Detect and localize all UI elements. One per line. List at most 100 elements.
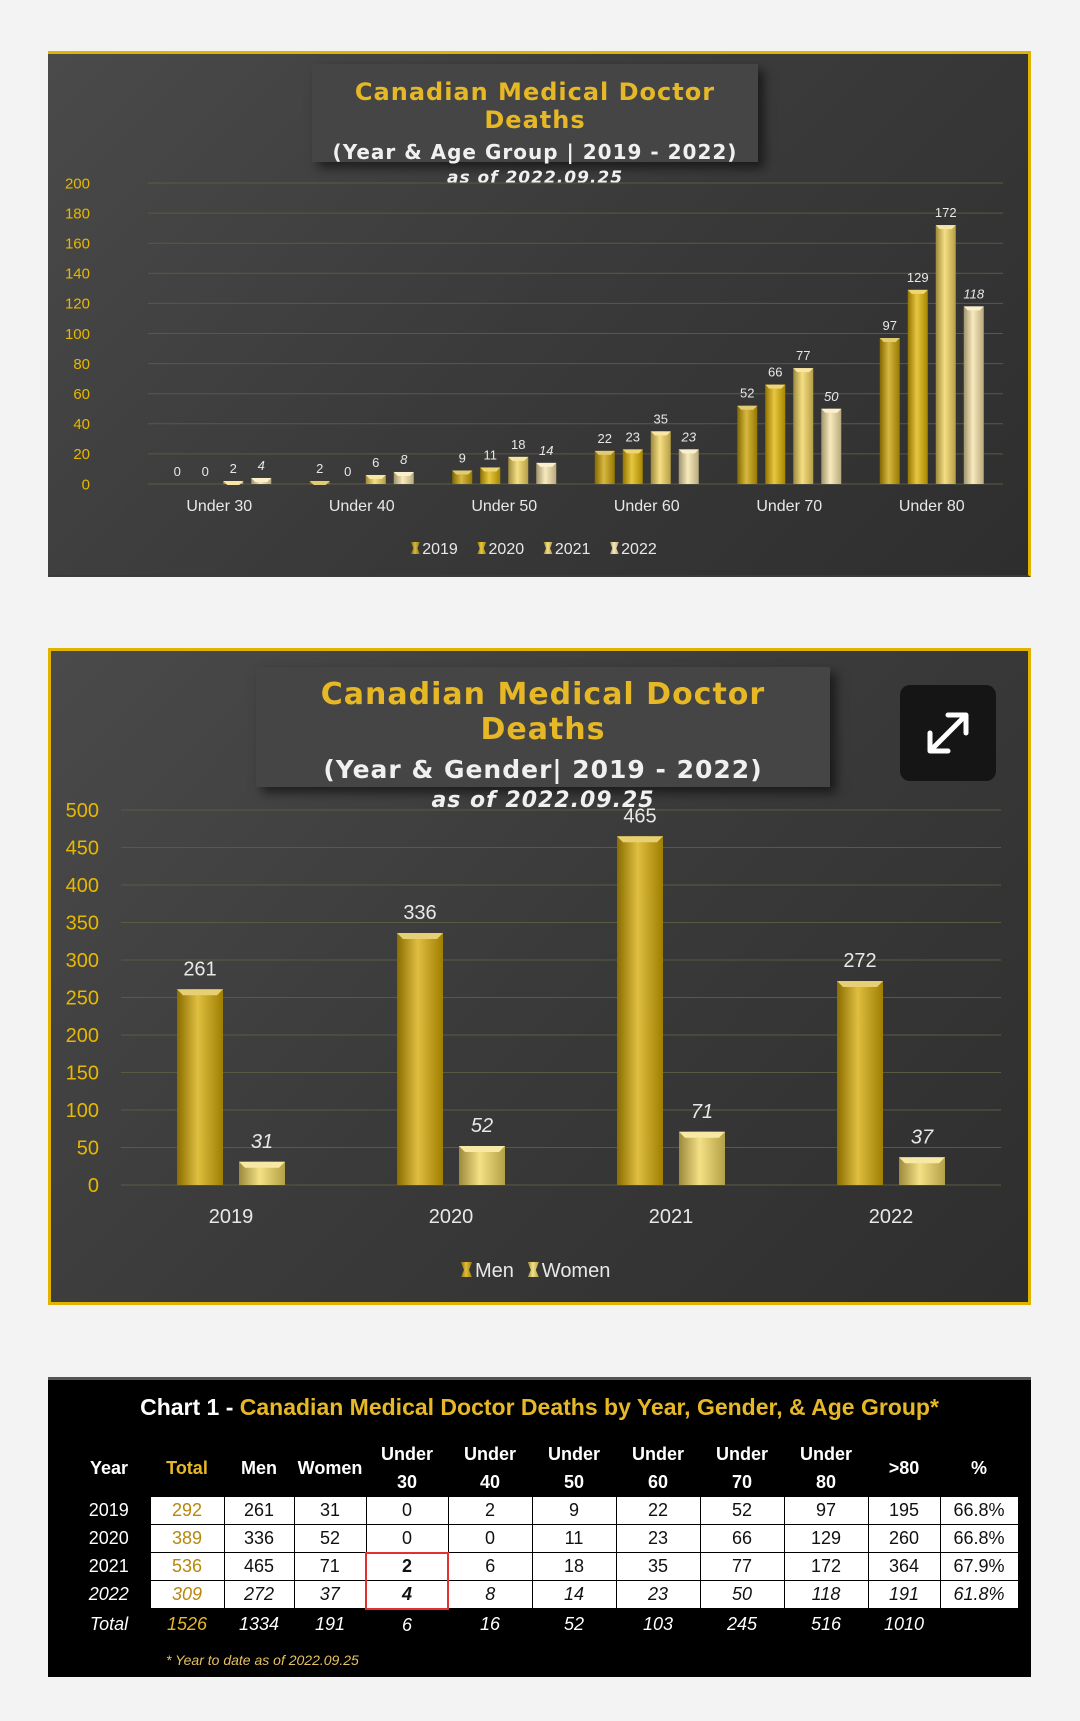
- table-cell: 0: [365, 1496, 449, 1525]
- bar-Women-2020: [459, 1146, 505, 1185]
- y-tick-label: 0: [88, 1175, 99, 1197]
- y-tick-label: 200: [65, 175, 90, 192]
- bar-bevel: [821, 408, 842, 413]
- data-label: 4: [258, 458, 265, 473]
- data-label: 129: [907, 270, 929, 285]
- legend-label: 2019: [422, 541, 458, 558]
- data-label: 11: [484, 447, 498, 462]
- expand-button[interactable]: [900, 685, 996, 781]
- legend-swatch-icon: [461, 1262, 472, 1277]
- category-label: 2022: [869, 1206, 914, 1228]
- column-header: >80: [868, 1440, 940, 1497]
- data-label: 9: [459, 450, 466, 465]
- data-label: 261: [183, 958, 216, 980]
- header-line1: Under: [631, 1444, 684, 1464]
- column-header: Under 70: [700, 1440, 784, 1497]
- data-label: 50: [824, 389, 839, 404]
- table-cell: 14: [531, 1580, 617, 1609]
- bar-bevel: [650, 431, 671, 436]
- header-line2: 50: [563, 1472, 585, 1492]
- header-line2: Year: [89, 1458, 129, 1479]
- total-cell: 516: [810, 1614, 842, 1635]
- data-label: 465: [623, 805, 656, 827]
- bar-bevel: [879, 338, 900, 343]
- table-cell: 191: [867, 1580, 941, 1609]
- legend-swatch-icon: [543, 542, 553, 554]
- table-cell: 129: [783, 1524, 869, 1553]
- bar-bevel: [223, 480, 244, 485]
- bar-bevel: [935, 225, 956, 230]
- row-year: 2022: [88, 1584, 129, 1604]
- bar-bevel: [793, 368, 814, 373]
- bar-Men-2022: [837, 981, 883, 1185]
- table-cell: 6: [447, 1552, 533, 1581]
- table-cell: 67.9%: [939, 1552, 1019, 1581]
- data-label: 172: [935, 205, 957, 220]
- bar-2022-under-60: [678, 449, 699, 484]
- table-cell: 536: [149, 1552, 225, 1581]
- y-tick-label: 250: [66, 988, 99, 1010]
- table-row: 2022 309 272 37 4 8 14 23 50 118 191 61.8%: [68, 1580, 1019, 1610]
- category-label: 2019: [209, 1206, 254, 1228]
- table-cell: 66.8%: [939, 1524, 1019, 1553]
- header-line2: %: [970, 1458, 987, 1478]
- bar-Men-2020: [397, 933, 443, 1185]
- table-cell: 0: [447, 1524, 533, 1553]
- table-cell: 50: [699, 1580, 785, 1609]
- row-year: 2020: [88, 1528, 129, 1548]
- category-label: Under 60: [614, 498, 680, 515]
- chart2-date-note: as of 2022.09.25: [431, 788, 655, 813]
- header-line1: Under: [380, 1444, 433, 1464]
- y-tick-label: 500: [66, 800, 99, 822]
- y-tick-label: 120: [65, 296, 90, 313]
- bar-2020-under-60: [622, 449, 643, 484]
- bar-bevel: [622, 449, 643, 454]
- bar-2021-under-50: [508, 456, 529, 484]
- bar-bevel: [397, 933, 443, 939]
- category-label: Under 30: [186, 498, 252, 515]
- data-label: 23: [626, 429, 640, 444]
- table-cell: 465: [223, 1552, 295, 1581]
- column-header: Men: [224, 1440, 294, 1497]
- column-header: %: [940, 1440, 1018, 1497]
- data-label: 14: [539, 443, 553, 458]
- chart2-subtitle: (Year & Gender| 2019 - 2022): [323, 755, 763, 784]
- y-tick-label: 80: [73, 356, 90, 373]
- y-tick-label: 40: [73, 416, 90, 433]
- data-label: 52: [740, 386, 754, 401]
- category-label: Under 40: [329, 498, 395, 515]
- category-label: 2021: [649, 1206, 694, 1228]
- table-cell: 118: [783, 1580, 869, 1609]
- header-line2: 70: [731, 1472, 753, 1492]
- chart1-subtitle: (Year & Age Group | 2019 - 2022): [332, 140, 738, 164]
- chart2-title-box: Canadian Medical Doctor Deaths (Year & G…: [256, 667, 830, 813]
- y-tick-label: 0: [82, 476, 90, 493]
- bar-bevel: [536, 462, 557, 467]
- header-line2: Men: [241, 1458, 277, 1478]
- bar-bevel: [239, 1161, 285, 1168]
- data-label: 2: [230, 461, 237, 476]
- total-cell: 191: [314, 1614, 346, 1635]
- bar-2019-under-60: [594, 450, 615, 484]
- bar-bevel: [177, 989, 223, 996]
- bar-bevel: [393, 471, 414, 476]
- column-header: Under 30: [366, 1440, 448, 1497]
- bar-bevel: [508, 456, 529, 461]
- total-cell: 6: [401, 1614, 412, 1635]
- y-tick-label: 450: [66, 838, 99, 860]
- header-line2: >80: [888, 1458, 920, 1478]
- data-label: 118: [963, 286, 984, 301]
- table-row: 2021 536 465 71 2 6 18 35 77 172 364 67.9%: [68, 1551, 1019, 1581]
- bar-bevel: [963, 306, 984, 311]
- data-label: 6: [372, 455, 379, 470]
- table-row: 2019 292 261 31 0 2 9 22 52 97 195 66.8%: [68, 1496, 1019, 1525]
- bar-2019-under-80: [879, 338, 900, 484]
- bar-2020-under-70: [765, 384, 786, 484]
- data-label: 8: [400, 452, 408, 467]
- data-label: 52: [471, 1115, 493, 1137]
- bar-Men-2019: [177, 989, 223, 1185]
- table-footnote: * Year to date as of 2022.09.25: [166, 1652, 359, 1668]
- table-cell: 309: [149, 1580, 225, 1609]
- bar-bevel: [251, 477, 272, 482]
- legend-label: 2022: [621, 541, 657, 558]
